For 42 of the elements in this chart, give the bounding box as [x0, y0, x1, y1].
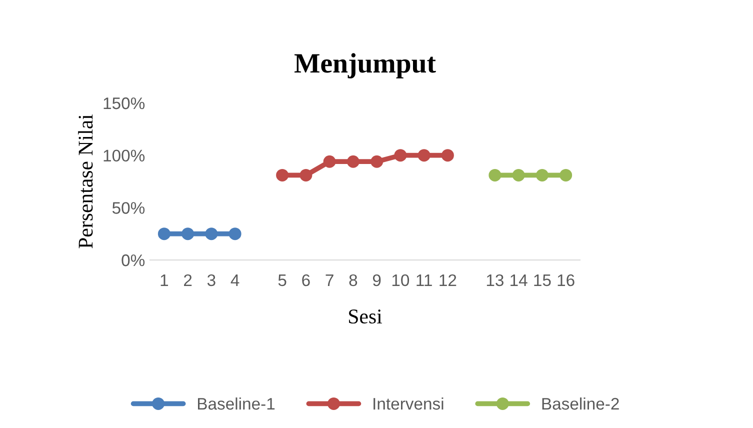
x-tick-label: 8: [349, 274, 358, 286]
x-tick-label: 7: [326, 274, 334, 286]
x-tick-label: 14: [510, 274, 528, 286]
x-tick-label: 6: [302, 274, 310, 286]
y-tick-label: 150%: [104, 97, 145, 110]
y-tick-label: 0%: [122, 254, 145, 266]
legend-label: Intervensi: [374, 397, 444, 410]
x-tick-label: 13: [486, 274, 504, 286]
x-tick-label: 12: [440, 274, 456, 286]
x-tick-label: 9: [372, 274, 381, 286]
x-tick-label: 11: [416, 274, 432, 286]
y-tick-label: 50%: [112, 202, 145, 214]
point: [512, 168, 525, 182]
x-tick-label: 1: [160, 274, 168, 286]
point: [228, 228, 242, 240]
x-tick-label: 5: [278, 274, 286, 286]
chart-title: Menjumput: [294, 53, 436, 78]
legend-label: Baseline-1: [198, 397, 275, 410]
x-tick-label: 15: [534, 274, 551, 286]
point: [418, 149, 430, 162]
point: [370, 155, 384, 168]
point: [441, 149, 454, 162]
point: [182, 228, 194, 240]
x-tick-label: 10: [392, 274, 410, 286]
point: [488, 168, 502, 182]
x-tick-label: 3: [207, 274, 216, 286]
point: [394, 149, 407, 162]
y-tick-label: 100%: [104, 150, 145, 162]
point: [346, 155, 360, 168]
point: [300, 168, 312, 182]
x-axis-title: Sesi: [349, 310, 382, 324]
legend-label: Baseline-2: [542, 397, 619, 410]
point: [560, 168, 572, 182]
x-tick-label: 4: [230, 274, 240, 286]
point: [276, 168, 289, 182]
point: [536, 168, 548, 182]
point: [323, 155, 336, 168]
point: [158, 228, 170, 240]
x-tick-label: 2: [184, 274, 192, 286]
x-tick-label: 16: [558, 274, 574, 286]
y-axis-title: Persentase Nilai: [78, 114, 93, 248]
point: [205, 228, 218, 240]
